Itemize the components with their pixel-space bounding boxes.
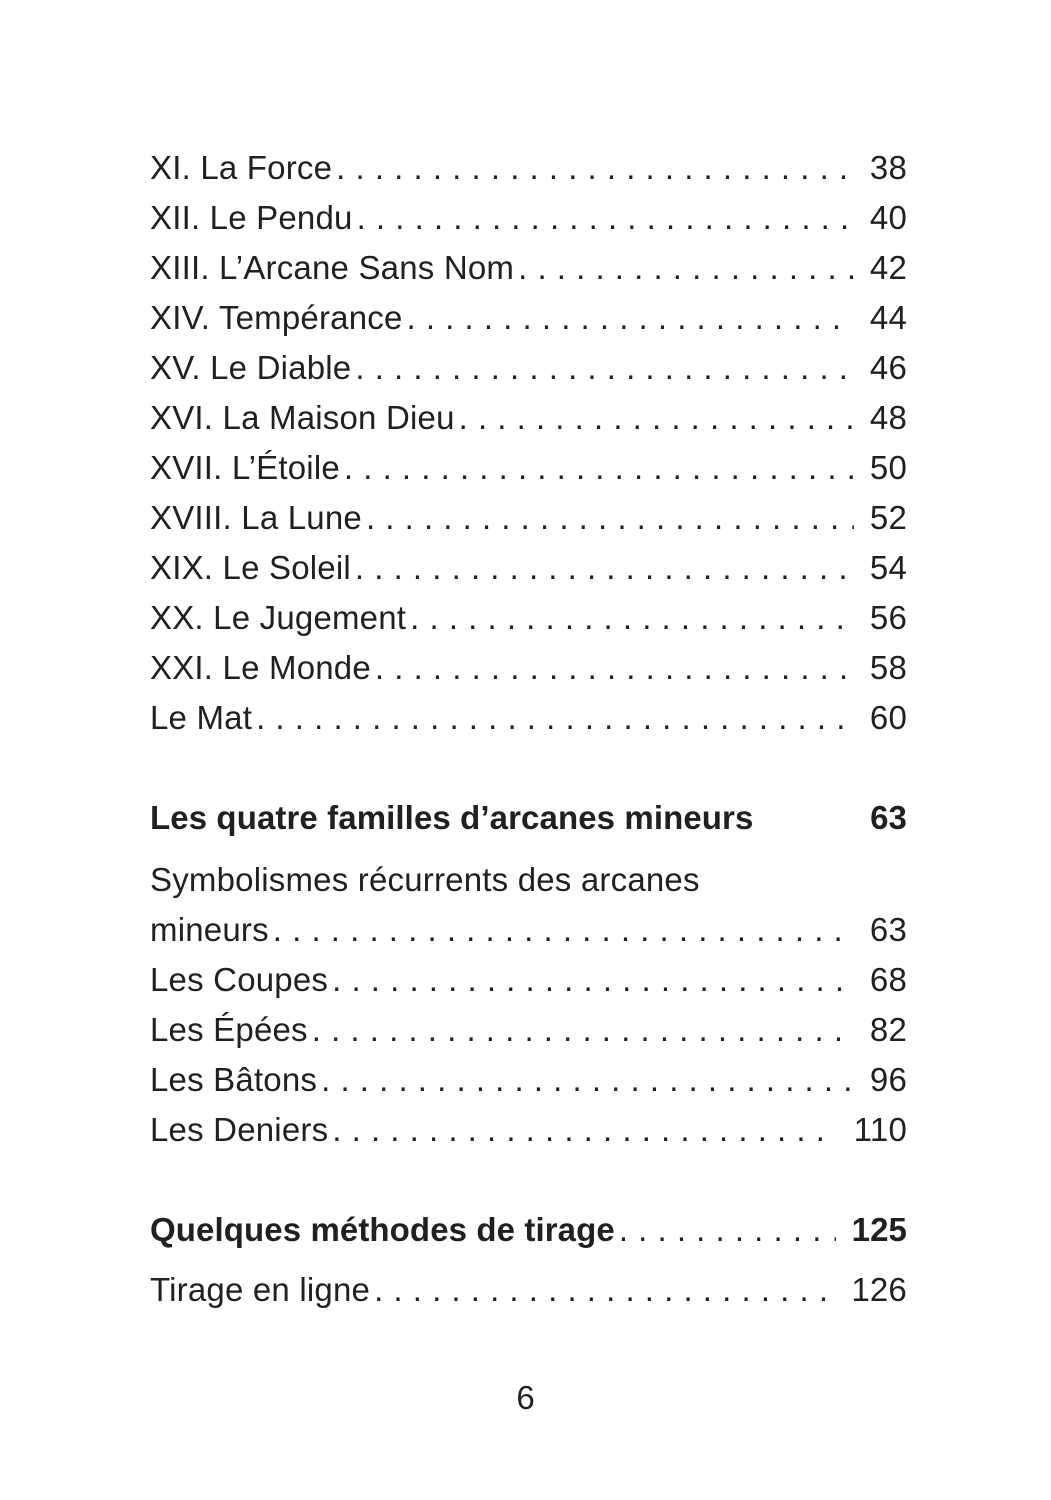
toc-entry: XVIII. La Lune 52 [150,493,907,543]
toc-entry-wrapped-line: Symbolismes récurrents des arcanes [150,855,907,905]
toc-entry-page: 44 [869,299,907,336]
leader-dots [355,543,854,593]
toc-entry-label: Les Deniers [150,1111,329,1148]
toc-entry-page: 50 [869,449,907,486]
toc-heading-label: Quelques méthodes de tirage [150,1211,615,1248]
toc-entry-label: XIX. Le Soleil [150,549,351,586]
toc-entry-page: 42 [869,249,907,286]
leader-dots [375,643,854,693]
toc-entry-label: Les Épées [150,1011,308,1048]
leader-dots [332,955,854,1005]
toc-entry-label: XX. Le Jugement [150,599,407,636]
toc-entry-page: 125 [851,1211,907,1248]
toc-entry: XIII. L’Arcane Sans Nom 42 [150,243,907,293]
toc-entry-page: 56 [869,599,907,636]
toc-entry-label: Les Coupes [150,961,329,998]
toc-section-heading: Les quatre familles d’arcanes mineurs 63 [150,793,907,843]
toc-entry-page: 96 [869,1061,907,1098]
toc-entry: mineurs 63 [150,905,907,955]
toc-entry-page: 48 [869,399,907,436]
leader-dots [518,243,854,293]
leader-dots [256,693,854,743]
toc-entry: XX. Le Jugement 56 [150,593,907,643]
toc-entry: XIV. Tempérance 44 [150,293,907,343]
leader-dots [273,905,854,955]
toc-entry-page: 110 [853,1111,907,1148]
toc-entry-label: mineurs [150,911,269,948]
toc-entry: Le Mat 60 [150,693,907,743]
leader-dots [336,143,854,193]
leader-dots [321,1055,854,1105]
toc-entry-page: 60 [869,699,907,736]
toc-entry-label: Tirage en ligne [150,1271,371,1308]
toc-entry: Tirage en ligne 126 [150,1265,907,1315]
leader-dots [374,1265,835,1315]
toc-entry-label: XVI. La Maison Dieu [150,399,455,436]
leader-dots [357,193,854,243]
toc-entry-page: 52 [869,499,907,536]
toc-entry: XVII. L’Étoile 50 [150,443,907,493]
leader-dots [366,493,854,543]
toc-entry: XI. La Force 38 [150,143,907,193]
toc-entry-page: 58 [869,649,907,686]
toc-entry-page: 82 [869,1011,907,1048]
toc-entry: Les Coupes 68 [150,955,907,1005]
leader-dots [332,1105,837,1155]
toc-entry: Les Deniers 110 [150,1105,907,1155]
toc-entry-label: XVII. L’Étoile [150,449,340,486]
toc-entry-label: Les Bâtons [150,1061,318,1098]
toc-entry-page: 54 [869,549,907,586]
toc-entry-label: Le Mat [150,699,253,736]
leader-dots [459,393,854,443]
toc-entry-label: XI. La Force [150,149,333,186]
toc-heading-label: Les quatre familles d’arcanes mineurs [150,799,754,836]
toc-entry-page: 40 [869,199,907,236]
toc-entry-label: XII. Le Pendu [150,199,353,236]
toc-entry: XII. Le Pendu 40 [150,193,907,243]
toc-entry: XIX. Le Soleil 54 [150,543,907,593]
toc-entry-page: 63 [870,799,907,836]
toc-entry: Les Épées 82 [150,1005,907,1055]
toc-entry-page: 38 [869,149,907,186]
toc-entry-label: XIV. Tempérance [150,299,403,336]
toc-entry-label: Symbolismes récurrents des arcanes [150,861,700,898]
toc-section-heading: Quelques méthodes de tirage 125 [150,1205,907,1255]
toc-entry-page: 63 [869,911,907,948]
leader-dots [344,443,854,493]
toc-entry-label: XXI. Le Monde [150,649,371,686]
toc-entry: Les Bâtons 96 [150,1055,907,1105]
toc-entry-page: 46 [869,349,907,386]
toc-entry-label: XIII. L’Arcane Sans Nom [150,249,515,286]
leader-dots [407,293,854,343]
toc-entry: XV. Le Diable 46 [150,343,907,393]
toc-entry-label: XVIII. La Lune [150,499,362,536]
leader-dots [355,343,854,393]
toc-entry-page: 68 [869,961,907,998]
toc-entry-label: XV. Le Diable [150,349,352,386]
toc-page: XI. La Force 38 XII. Le Pendu 40 XIII. L… [150,143,907,1315]
folio-page-number: 6 [516,1379,535,1416]
toc-entry-page: 126 [851,1271,907,1308]
leader-dots [312,1005,854,1055]
leader-dots [410,593,854,643]
leader-dots [619,1205,836,1255]
toc-entry: XVI. La Maison Dieu 48 [150,393,907,443]
toc-entry: XXI. Le Monde 58 [150,643,907,693]
